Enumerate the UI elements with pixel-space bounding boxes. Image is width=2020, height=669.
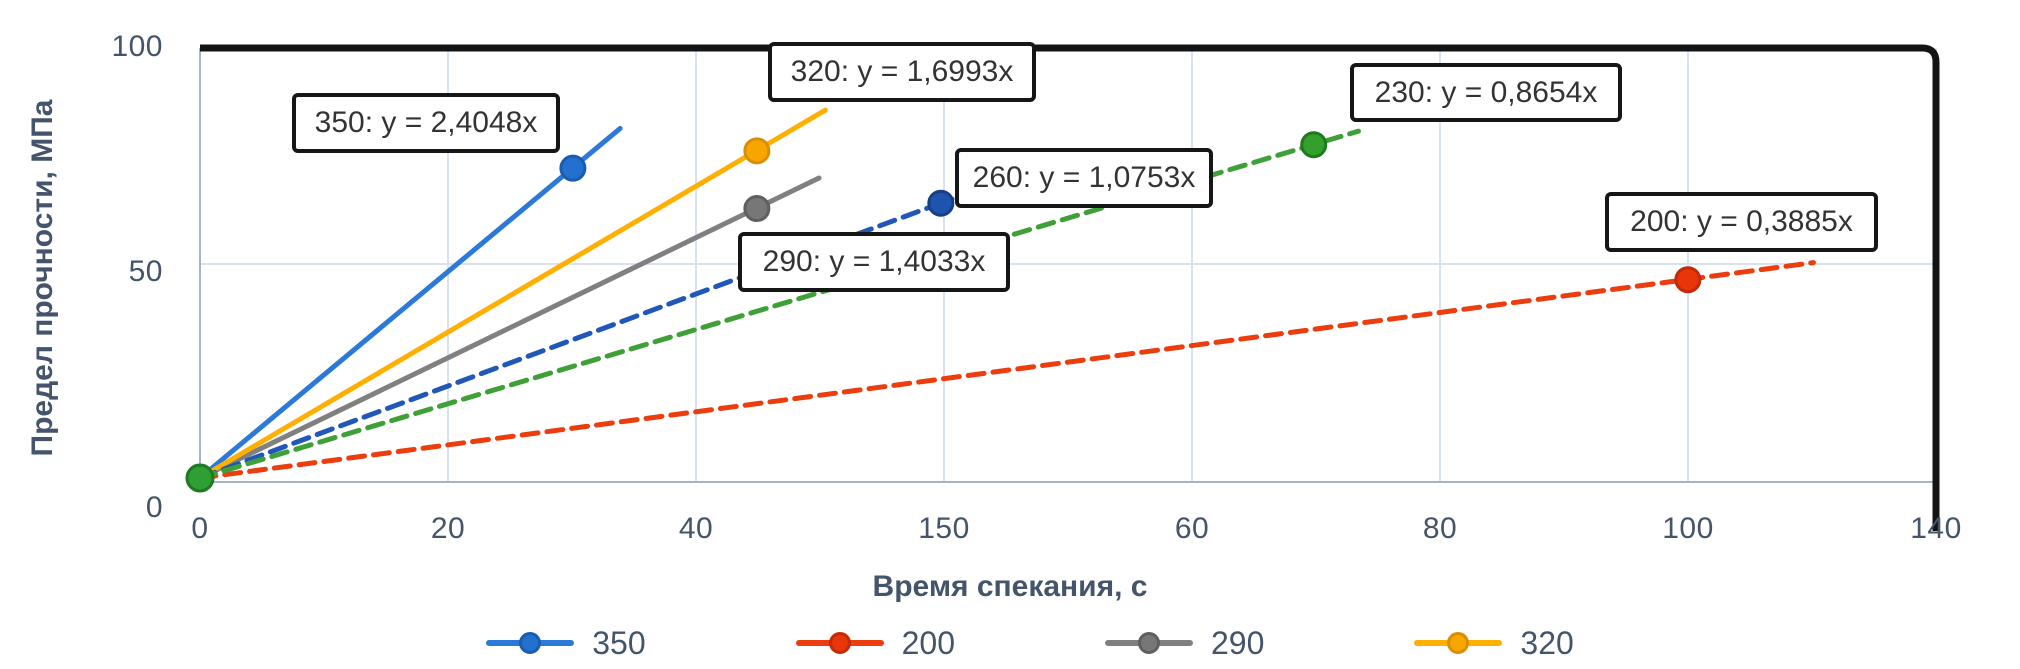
equation-label-350: 350: y = 2,4048x — [292, 93, 560, 153]
x-tick-label: 150 — [918, 512, 970, 545]
legend-line-marker-icon — [795, 632, 884, 654]
y-tick-label: 100 — [111, 30, 163, 63]
x-tick-label: 0 — [191, 512, 209, 545]
series-line-320 — [197, 107, 828, 481]
y-tick-label: 0 — [145, 491, 163, 524]
legend: 350 200 290 320 — [0, 618, 2020, 668]
series-line-200 — [197, 260, 1816, 481]
data-marker-290 — [743, 195, 771, 223]
y-tick-label: 50 — [128, 255, 163, 288]
equation-label-290: 290: y = 1,4033x — [738, 232, 1010, 292]
equation-label-200: 200: y = 0,3885x — [1605, 192, 1878, 252]
legend-item-320: 320 — [1414, 624, 1574, 662]
x-tick-label: 80 — [1422, 512, 1458, 545]
x-tick-label: 140 — [1910, 512, 1962, 545]
data-marker-230 — [1300, 131, 1328, 159]
data-marker-200 — [1674, 266, 1702, 294]
legend-label: 200 — [901, 624, 955, 661]
x-axis-title: Время спекания, с — [872, 570, 1148, 603]
legend-line-marker-icon — [486, 632, 575, 654]
legend-line-marker-icon — [1105, 632, 1193, 654]
legend-label: 320 — [1520, 624, 1574, 661]
equation-label-260: 260: y = 1,0753x — [955, 148, 1213, 208]
legend-line-marker-icon — [1414, 632, 1503, 654]
origin-marker — [185, 463, 215, 493]
equation-label-320: 320: y = 1,6993x — [768, 42, 1036, 102]
series-line-290 — [197, 175, 822, 481]
legend-item-200: 200 — [795, 624, 955, 662]
series-line-350 — [197, 125, 623, 481]
x-tick-label: 100 — [1662, 512, 1714, 545]
x-tick-label: 60 — [1174, 512, 1210, 545]
x-tick-label: 40 — [678, 512, 714, 545]
plot-frame — [200, 44, 1940, 531]
legend-label: 290 — [1211, 624, 1265, 661]
x-tick-label: 20 — [430, 512, 466, 545]
legend-item-290: 290 — [1105, 625, 1264, 662]
data-marker-350 — [559, 154, 587, 182]
legend-item-350: 350 — [486, 624, 646, 662]
data-marker-260 — [927, 189, 955, 217]
data-marker-320 — [743, 137, 771, 165]
legend-label: 350 — [592, 624, 646, 661]
equation-label-230: 230: y = 0,8654x — [1350, 63, 1622, 122]
